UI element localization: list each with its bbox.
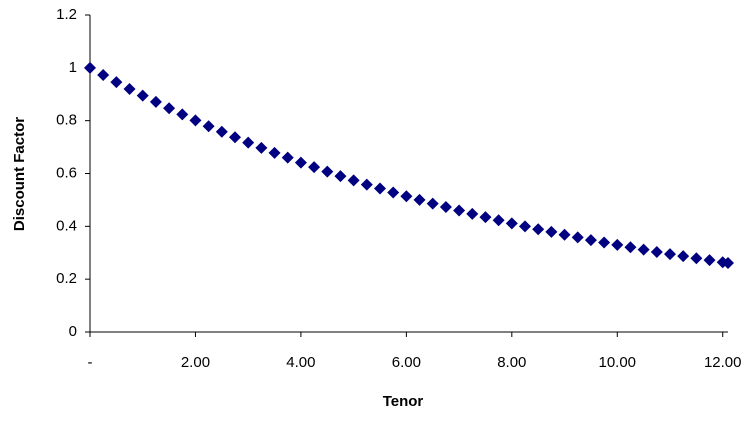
point [255,141,268,154]
point [163,102,176,115]
point [677,250,690,263]
point [492,214,505,227]
y-tick-label: 0.4 [56,217,77,234]
point [387,186,400,199]
point [479,211,492,224]
point [532,223,545,236]
point [84,61,96,74]
point [505,217,518,230]
point [242,136,255,149]
point [703,254,716,267]
point [281,151,294,164]
point [374,182,386,195]
point [637,243,650,256]
point [439,201,452,214]
point [308,161,321,174]
point [215,125,228,138]
point [268,146,281,159]
x-tick-label: 6.00 [392,354,421,371]
point [110,76,123,89]
point [453,204,466,217]
point [624,241,637,254]
x-tick-label: 2.00 [181,354,210,371]
point [334,170,347,183]
y-tick-label: 0.8 [56,112,77,129]
point [650,245,663,258]
point [519,220,531,233]
x-tick-label: 8.00 [497,354,526,371]
point [149,95,162,108]
point [690,252,703,265]
point [466,207,479,220]
point [176,108,189,121]
y-tick-label: 1 [69,59,77,76]
point [136,89,149,102]
point [558,228,571,241]
y-tick-label: 0 [69,323,77,340]
y-tick-label: 1.2 [56,6,77,23]
point [571,231,584,244]
point [123,82,136,95]
point [611,238,624,251]
x-tick-label: 4.00 [286,354,315,371]
x-axis-title: Tenor [383,393,424,410]
point [189,114,202,127]
point [347,174,360,187]
point [400,190,413,203]
point [321,165,334,178]
y-tick-label: 0.6 [56,164,77,181]
point [202,120,215,133]
x-tick-label: 12.00 [704,354,742,371]
point [97,68,110,81]
point [360,178,373,191]
x-tick-label: - [88,354,93,371]
point [294,156,307,169]
point [598,236,611,249]
y-axis-title: Discount Factor [11,117,28,231]
y-tick-label: 0.2 [56,270,77,287]
point [426,197,439,210]
point [229,131,241,144]
point [722,257,734,270]
point [545,225,558,238]
x-tick-label: 10.00 [598,354,636,371]
point [413,193,426,206]
point [584,234,597,247]
point [664,248,676,261]
